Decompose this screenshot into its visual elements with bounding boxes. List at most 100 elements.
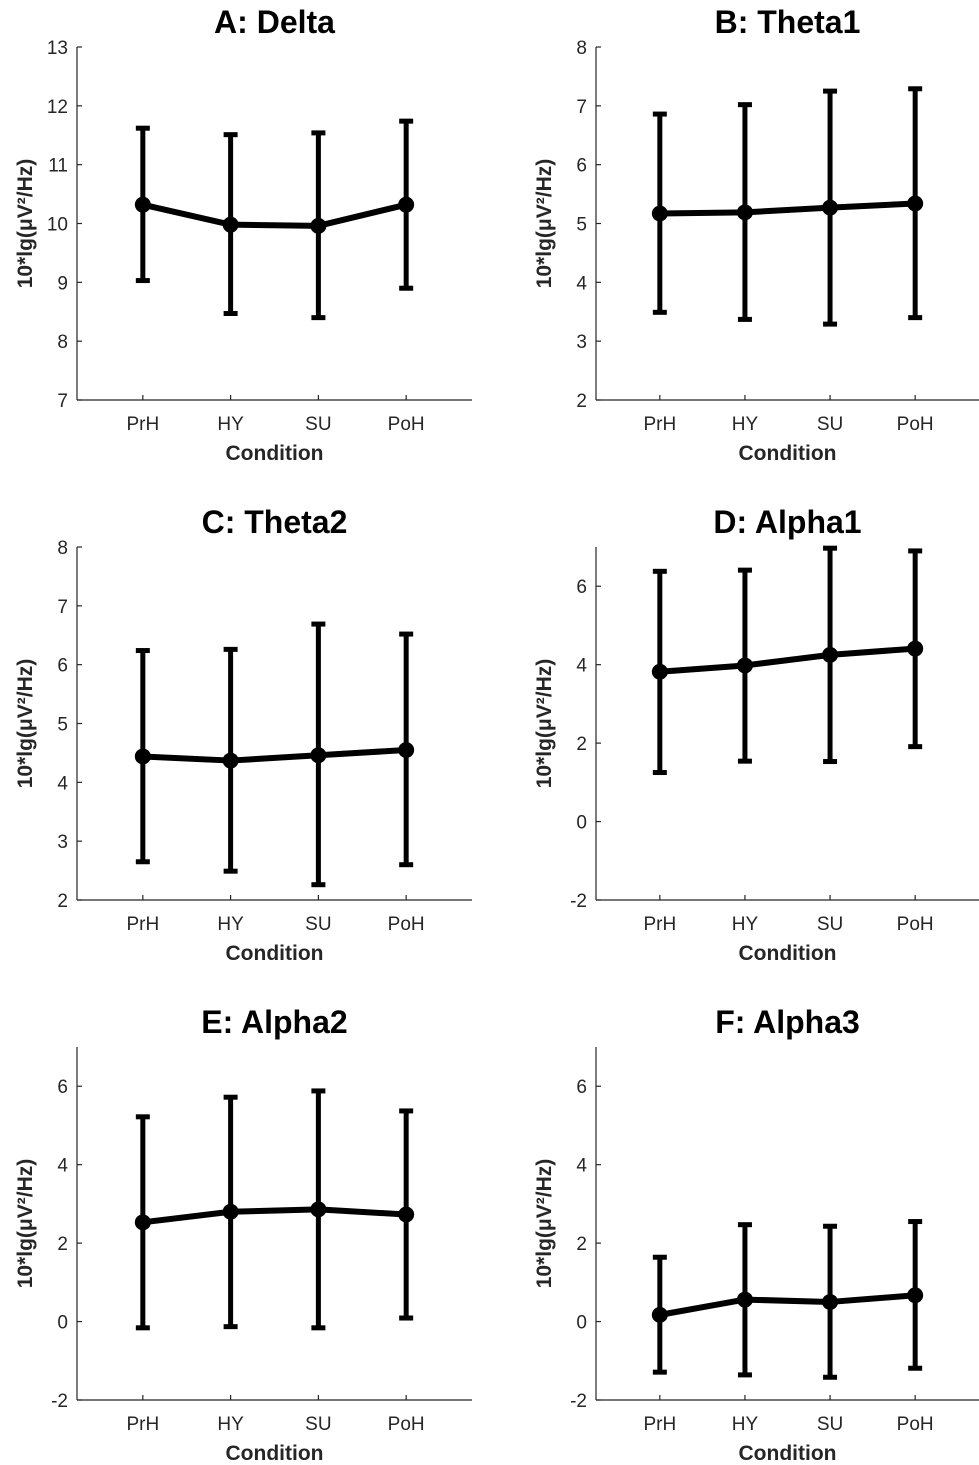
y-axis-label: 10*lg(μV²/Hz) bbox=[14, 659, 37, 789]
series-line bbox=[142, 201, 407, 229]
y-tick-label: 6 bbox=[57, 1077, 68, 1098]
series-line bbox=[659, 1292, 916, 1318]
x-axis-label: Condition bbox=[226, 942, 324, 965]
y-axis-label: 10*lg(μV²/Hz) bbox=[14, 159, 37, 289]
data-point bbox=[134, 748, 151, 765]
data-point bbox=[736, 1291, 753, 1308]
series-line bbox=[659, 645, 916, 675]
panel-a: 7 8 9 10 11 12 13 PrH HY SU PoH A: Delta Condition 10… bbox=[14, 4, 472, 465]
y-axis-label: 10*lg(μV²/Hz) bbox=[533, 659, 556, 789]
y-tick-label: 3 bbox=[57, 832, 68, 853]
data-point bbox=[310, 217, 327, 234]
x-tick-label: HY bbox=[217, 414, 244, 435]
panel-title: B: Theta1 bbox=[715, 4, 861, 40]
x-axis-label: Condition bbox=[739, 942, 837, 965]
x-axis-label: Condition bbox=[226, 1442, 324, 1465]
x-tick-label: HY bbox=[732, 414, 759, 435]
y-tick-label: 2 bbox=[57, 1234, 68, 1255]
data-point bbox=[222, 1203, 239, 1220]
data-point bbox=[398, 1206, 415, 1223]
panel-b: 2 3 4 5 6 7 8 PrH HY SU PoH B: Theta1 Condition 10*lg… bbox=[533, 4, 979, 465]
x-axis-label: Condition bbox=[739, 1442, 837, 1465]
y-tick-label: 7 bbox=[576, 97, 587, 118]
data-point bbox=[134, 1214, 151, 1231]
series-line bbox=[142, 746, 407, 764]
data-point bbox=[651, 663, 668, 680]
data-point bbox=[907, 195, 924, 212]
y-tick-label: 6 bbox=[57, 656, 68, 677]
y-tick-label: 8 bbox=[57, 332, 68, 353]
y-tick-label: 3 bbox=[576, 332, 587, 353]
data-point bbox=[822, 646, 839, 663]
data-point bbox=[907, 1287, 924, 1304]
x-tick-label: SU bbox=[817, 1414, 843, 1435]
panel-f: -2 0 2 4 6 PrH HY SU PoH F: Alpha3 Condition 10*lg(… bbox=[533, 1004, 979, 1465]
panel-c: 2 3 4 5 6 7 8 PrH HY SU PoH C: Theta2 Condition 10*lg… bbox=[14, 504, 472, 965]
x-tick-label: HY bbox=[732, 914, 759, 935]
x-tick-label: SU bbox=[305, 1414, 331, 1435]
data-point bbox=[907, 640, 924, 657]
y-tick-label: 2 bbox=[57, 891, 68, 912]
y-tick-label: 0 bbox=[57, 1313, 68, 1334]
y-tick-label: 5 bbox=[576, 215, 587, 236]
data-point bbox=[310, 747, 327, 764]
panel-title: E: Alpha2 bbox=[201, 1004, 347, 1040]
x-tick-label: HY bbox=[217, 914, 244, 935]
panel-e: -2 0 2 4 6 PrH HY SU PoH E: Alpha2 Condition 10*lg(… bbox=[14, 1004, 472, 1465]
series-line bbox=[142, 1206, 407, 1226]
y-tick-label: 6 bbox=[576, 1077, 587, 1098]
data-point bbox=[310, 1201, 327, 1218]
y-tick-label: 2 bbox=[576, 391, 587, 412]
y-tick-label: 0 bbox=[576, 813, 587, 834]
data-point bbox=[134, 196, 151, 213]
y-axis-label: 10*lg(μV²/Hz) bbox=[533, 1159, 556, 1289]
y-tick-label: 6 bbox=[576, 156, 587, 177]
panel-d: -2 0 2 4 6 PrH HY SU PoH D: Alpha1 Condition 10*lg(… bbox=[533, 504, 979, 965]
panel-title: A: Delta bbox=[214, 4, 335, 40]
y-tick-label: 8 bbox=[576, 38, 587, 59]
panel-title: F: Alpha3 bbox=[715, 1004, 860, 1040]
y-tick-label: -2 bbox=[51, 1391, 68, 1412]
x-tick-label: SU bbox=[305, 414, 331, 435]
x-tick-label: HY bbox=[732, 1414, 759, 1435]
x-tick-label: PoH bbox=[388, 414, 425, 435]
x-tick-label: PoH bbox=[388, 914, 425, 935]
x-tick-label: PrH bbox=[643, 914, 676, 935]
y-tick-label: 4 bbox=[57, 773, 68, 794]
x-axis-label: Condition bbox=[739, 442, 837, 465]
y-tick-label: 11 bbox=[48, 156, 68, 177]
y-axis-label: 10*lg(μV²/Hz) bbox=[14, 1159, 37, 1289]
data-point bbox=[222, 216, 239, 233]
x-tick-label: PrH bbox=[126, 1414, 159, 1435]
y-tick-label: 5 bbox=[57, 715, 68, 736]
y-tick-label: 4 bbox=[57, 1156, 68, 1177]
y-tick-label: 4 bbox=[576, 656, 587, 677]
y-tick-label: 9 bbox=[57, 273, 68, 294]
x-tick-label: SU bbox=[817, 414, 843, 435]
x-tick-label: PoH bbox=[897, 1414, 934, 1435]
y-tick-label: 2 bbox=[576, 1234, 587, 1255]
y-tick-label: 0 bbox=[576, 1313, 587, 1334]
y-tick-label: 7 bbox=[57, 597, 68, 618]
x-tick-label: SU bbox=[817, 914, 843, 935]
data-point bbox=[822, 199, 839, 216]
x-tick-label: PrH bbox=[643, 1414, 676, 1435]
y-tick-label: 6 bbox=[576, 577, 587, 598]
x-tick-label: PrH bbox=[126, 914, 159, 935]
y-tick-label: 8 bbox=[57, 538, 68, 559]
data-point bbox=[398, 196, 415, 213]
x-tick-label: HY bbox=[217, 1414, 244, 1435]
y-tick-label: -2 bbox=[570, 891, 587, 912]
y-tick-label: 13 bbox=[47, 38, 68, 59]
series-line bbox=[659, 200, 916, 217]
y-tick-label: -2 bbox=[570, 1391, 587, 1412]
data-point bbox=[822, 1293, 839, 1310]
data-point bbox=[222, 752, 239, 769]
y-tick-label: 4 bbox=[576, 1156, 587, 1177]
x-tick-label: PoH bbox=[897, 914, 934, 935]
x-tick-label: PrH bbox=[126, 414, 159, 435]
data-point bbox=[398, 741, 415, 758]
x-axis-label: Condition bbox=[226, 442, 324, 465]
y-tick-label: 4 bbox=[576, 273, 587, 294]
